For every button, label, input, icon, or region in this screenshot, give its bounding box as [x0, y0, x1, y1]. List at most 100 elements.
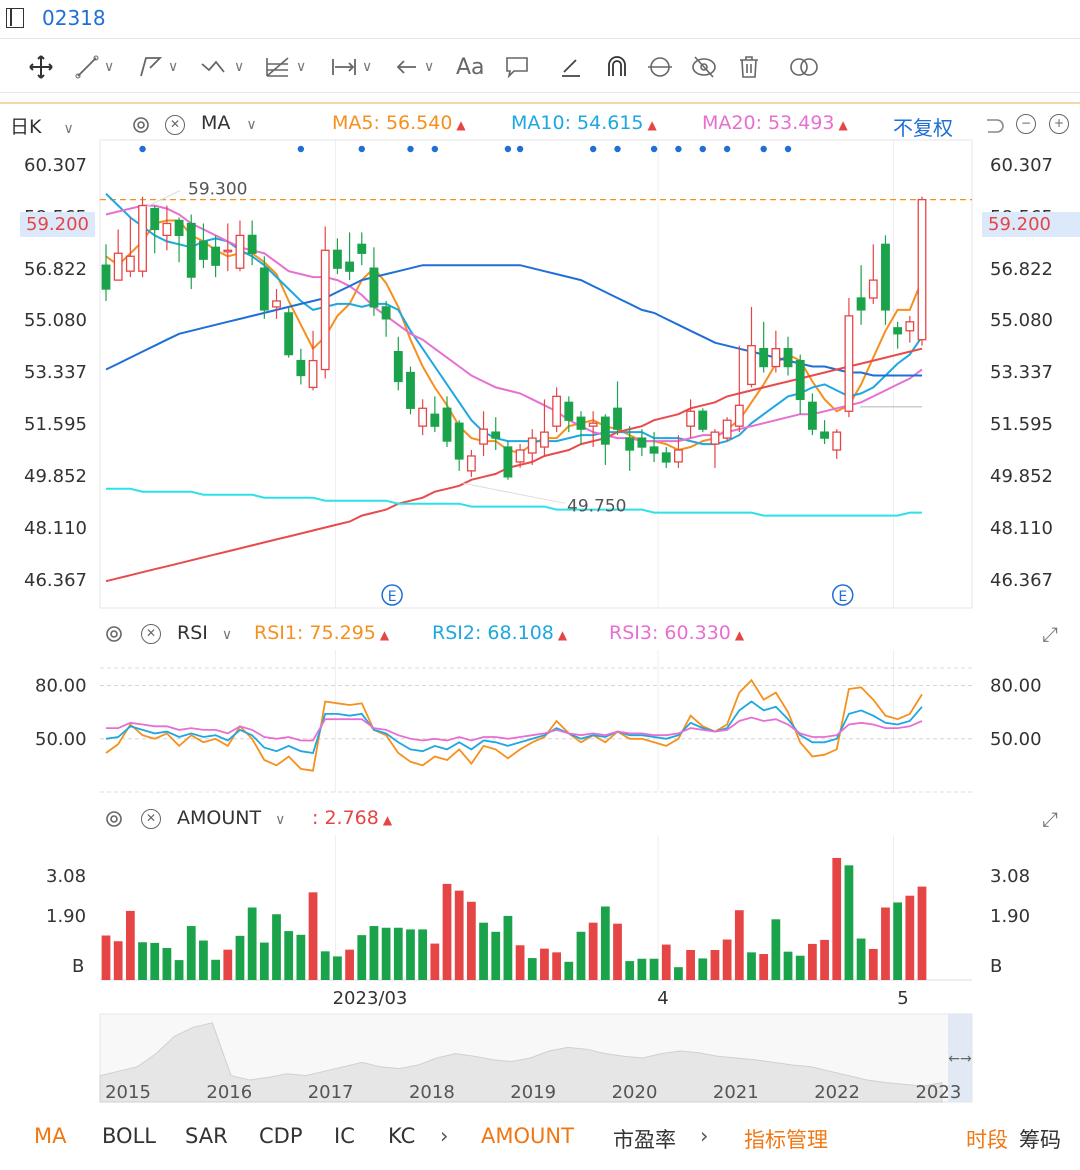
current-price-tag-left: 59.200	[20, 212, 95, 237]
amount-tick-label: B	[72, 956, 84, 977]
wave-tool[interactable]: ∨	[200, 52, 244, 82]
rsi-selector[interactable]: RSI ∨	[177, 622, 233, 644]
settings-icon[interactable]	[130, 114, 150, 134]
amount-bar	[491, 931, 501, 980]
period-selector[interactable]: 日K ∨	[10, 112, 74, 139]
hide-tool[interactable]	[690, 52, 718, 82]
amount-bar	[734, 910, 744, 980]
chevron-right-icon[interactable]: ›	[440, 1124, 449, 1148]
current-price-tag-right: 59.200	[982, 212, 1080, 237]
candle	[247, 220, 257, 266]
candle	[113, 229, 123, 281]
kline-header: 日K ∨ ✕ MA ∨ MA5: 56.540 ▲ MA10: 54.615 ▲ MA2…	[0, 102, 1080, 140]
amount-bar	[430, 943, 440, 980]
close-icon[interactable]: ✕	[141, 809, 161, 829]
chevron-down-icon: ∨	[275, 812, 286, 828]
magnet-tool[interactable]	[604, 52, 630, 82]
magnet-icon	[608, 56, 626, 76]
candle-body	[844, 315, 854, 412]
candle-body	[466, 455, 476, 472]
move-tool[interactable]	[28, 52, 54, 82]
price-tick-label: 51.595	[24, 414, 87, 436]
bottom-tab[interactable]: SAR	[185, 1124, 228, 1148]
channel-tool[interactable]: ∨	[138, 52, 178, 82]
fib-tool[interactable]: ∨	[264, 52, 306, 82]
amount-bar	[247, 907, 257, 980]
low-annotation-leader	[463, 482, 566, 504]
rsi-tick-label: 80.00	[990, 676, 1042, 697]
candle	[686, 399, 696, 439]
event-dot	[675, 145, 682, 153]
candle	[637, 429, 647, 456]
rsi-header: ✕ RSI ∨ RSI1: 75.295 ▲ RSI2: 68.108 ▲ RSI3:…	[0, 620, 1080, 648]
amount-bar	[613, 923, 622, 980]
event-dot	[784, 145, 792, 153]
window-icon[interactable]	[6, 8, 24, 28]
ma-line-ma60	[105, 264, 922, 377]
bottom-tab[interactable]: 筹码	[1019, 1128, 1061, 1152]
bottom-tab[interactable]: 市盈率	[613, 1128, 676, 1152]
close-icon[interactable]: ✕	[165, 115, 185, 135]
candle	[125, 217, 135, 278]
undo-icon[interactable]	[982, 114, 1004, 134]
bottom-tab[interactable]: MA	[34, 1124, 67, 1148]
stock-code[interactable]: 02318	[42, 6, 106, 30]
candle	[722, 417, 732, 442]
arrow-tool[interactable]: ∨	[394, 52, 434, 82]
bottom-tab[interactable]: KC	[388, 1124, 416, 1148]
compare-tool[interactable]	[788, 52, 820, 82]
indicator-selector[interactable]: MA ∨	[201, 112, 257, 134]
candle	[259, 256, 269, 319]
bottom-tab[interactable]: 时段	[966, 1128, 1008, 1152]
bottom-tab[interactable]: BOLL	[102, 1124, 156, 1148]
sync-tool[interactable]	[646, 52, 674, 82]
amount-bar	[454, 890, 464, 980]
candle	[661, 447, 671, 468]
amount-bar	[466, 901, 476, 980]
amount-bar	[479, 922, 488, 980]
settings-icon[interactable]	[103, 808, 123, 828]
amount-bar	[515, 945, 525, 980]
candle	[917, 196, 927, 346]
range-tool[interactable]: ∨	[330, 52, 372, 82]
candle-body	[905, 321, 915, 332]
expand-icon[interactable]: ⤢	[1042, 622, 1058, 646]
bottom-tab[interactable]: AMOUNT	[481, 1124, 574, 1148]
candle	[369, 247, 379, 316]
text-tool[interactable]: Aa	[456, 52, 485, 82]
amount-bar	[113, 941, 123, 980]
line-tool[interactable]: ∨	[74, 52, 114, 82]
bottom-tab[interactable]: IC	[334, 1124, 355, 1148]
zoom-out-icon[interactable]: −	[1016, 114, 1036, 134]
candle-body	[747, 345, 756, 386]
settings-icon[interactable]	[103, 623, 123, 643]
candle-body	[503, 446, 513, 478]
pen-tool[interactable]	[558, 52, 584, 82]
candle-body	[881, 243, 890, 311]
amount-bar	[747, 952, 756, 980]
expand-icon[interactable]: ⤢	[1042, 807, 1058, 831]
candle	[466, 450, 476, 477]
amount-tick-label: 1.90	[990, 906, 1030, 927]
event-marker-icon	[831, 584, 854, 606]
adjust-button[interactable]: 不复权	[893, 116, 953, 140]
trash-icon	[740, 56, 758, 78]
bottom-tab[interactable]: 指标管理	[744, 1128, 828, 1152]
ma-line-ma10	[105, 192, 923, 446]
bottom-tab[interactable]: CDP	[259, 1124, 303, 1148]
close-icon[interactable]: ✕	[141, 624, 161, 644]
candle	[223, 223, 233, 272]
comment-tool[interactable]	[504, 52, 530, 82]
high-annotation-leader	[146, 190, 181, 208]
candle-body	[186, 222, 196, 278]
delete-tool[interactable]	[736, 52, 762, 82]
fibonacci-icon	[266, 57, 289, 77]
candle	[357, 232, 367, 266]
candle-body	[893, 327, 903, 335]
overview-year-label: 2020	[612, 1082, 658, 1103]
amount-selector[interactable]: AMOUNT ∨	[177, 807, 286, 829]
chevron-right-icon[interactable]: ›	[700, 1124, 709, 1148]
zoom-in-icon[interactable]: +	[1049, 114, 1069, 134]
price-tick-label: 55.080	[24, 310, 87, 332]
